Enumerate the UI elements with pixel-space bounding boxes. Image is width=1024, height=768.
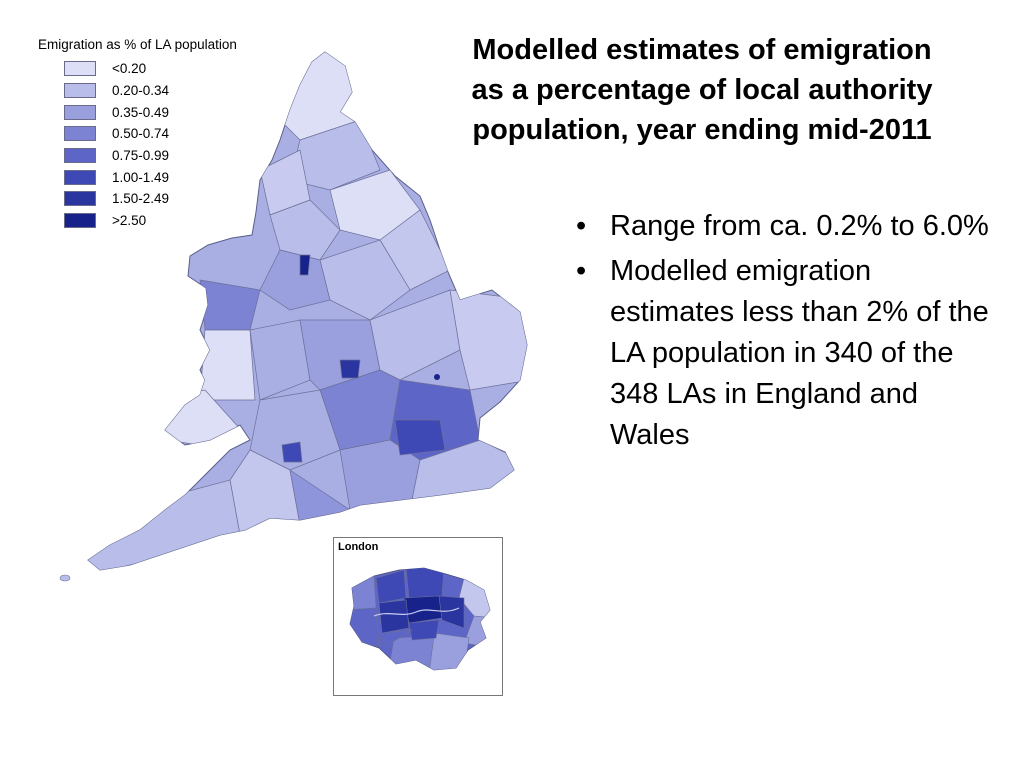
legend-item: 0.50-0.74 (64, 123, 237, 145)
legend-swatch (64, 169, 96, 185)
isles-of-scilly (59, 574, 71, 582)
la-marker (434, 374, 440, 380)
legend-label: <0.20 (112, 61, 147, 77)
legend-label: 0.20-0.34 (112, 83, 170, 99)
legend-item: <0.20 (64, 58, 237, 80)
title-line: Modelled estimates of emigration (472, 34, 932, 66)
inset-title: London (338, 541, 379, 553)
london-inset: London (333, 537, 503, 696)
legend-item: 0.75-0.99 (64, 145, 237, 167)
england-wales-map (59, 51, 528, 582)
legend-item: 1.00-1.49 (64, 166, 237, 188)
legend-label: 0.50-0.74 (112, 126, 170, 142)
legend-label: >2.50 (112, 213, 147, 229)
legend-swatch (64, 126, 96, 142)
legend-swatch (64, 104, 96, 120)
legend-label: 0.75-0.99 (112, 148, 170, 164)
legend-swatch (64, 61, 96, 77)
legend-label: 1.00-1.49 (112, 169, 170, 185)
slide-title: Modelled estimates of emigration as a pe… (412, 30, 992, 150)
legend-item: >2.50 (64, 210, 237, 232)
bullet-item: Modelled emigration estimates less than … (572, 251, 992, 456)
legend-label: 1.50-2.49 (112, 191, 170, 207)
legend-item: 0.35-0.49 (64, 101, 237, 123)
legend-list: <0.20 0.20-0.34 0.35-0.49 0.50-0.74 0.75… (64, 58, 237, 232)
legend-swatch (64, 148, 96, 164)
choropleth-map: Emigration as % of LA population <0.20 0… (38, 37, 528, 696)
london-map (349, 567, 491, 671)
title-line: as a percentage of local authority (471, 74, 933, 106)
bullet-item: Range from ca. 0.2% to 6.0% (572, 206, 992, 247)
thames-river (373, 607, 460, 617)
map-legend: Emigration as % of LA population <0.20 0… (38, 37, 237, 232)
bullet-list: Range from ca. 0.2% to 6.0% Modelled emi… (572, 206, 992, 460)
legend-label: 0.35-0.49 (112, 104, 170, 120)
legend-title: Emigration as % of LA population (38, 37, 237, 52)
legend-swatch (64, 83, 96, 99)
legend-item: 1.50-2.49 (64, 188, 237, 210)
legend-swatch (64, 191, 96, 207)
legend-item: 0.20-0.34 (64, 80, 237, 102)
legend-swatch (64, 213, 96, 229)
title-line: population, year ending mid-2011 (472, 114, 932, 146)
